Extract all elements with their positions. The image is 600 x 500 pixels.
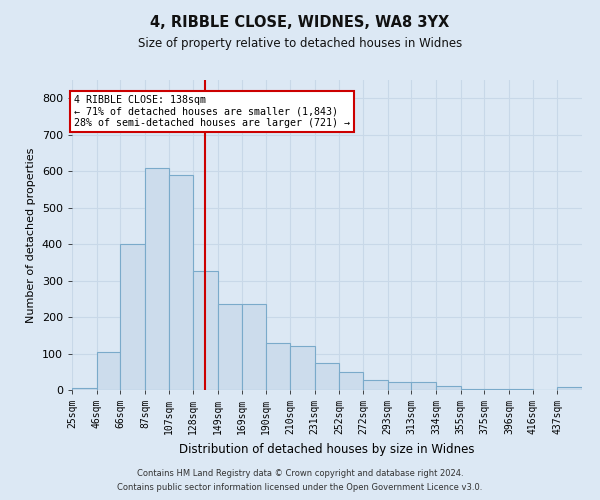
Bar xyxy=(242,304,266,390)
Text: Size of property relative to detached houses in Widnes: Size of property relative to detached ho… xyxy=(138,38,462,51)
Bar xyxy=(266,342,290,390)
Bar xyxy=(363,380,388,390)
Bar xyxy=(169,175,193,390)
Bar xyxy=(218,304,242,390)
Bar xyxy=(97,352,120,390)
Bar xyxy=(509,389,533,390)
Text: 4, RIBBLE CLOSE, WIDNES, WA8 3YX: 4, RIBBLE CLOSE, WIDNES, WA8 3YX xyxy=(151,15,449,30)
Bar xyxy=(461,389,484,390)
Y-axis label: Number of detached properties: Number of detached properties xyxy=(26,148,36,322)
Bar xyxy=(145,168,169,390)
X-axis label: Distribution of detached houses by size in Widnes: Distribution of detached houses by size … xyxy=(179,442,475,456)
Bar xyxy=(340,372,363,390)
Bar xyxy=(388,382,411,390)
Bar xyxy=(290,346,314,390)
Bar xyxy=(314,362,340,390)
Text: 4 RIBBLE CLOSE: 138sqm
← 71% of detached houses are smaller (1,843)
28% of semi-: 4 RIBBLE CLOSE: 138sqm ← 71% of detached… xyxy=(74,94,350,128)
Bar xyxy=(120,244,145,390)
Bar xyxy=(72,388,97,390)
Bar xyxy=(436,386,461,390)
Text: Contains HM Land Registry data © Crown copyright and database right 2024.: Contains HM Land Registry data © Crown c… xyxy=(137,468,463,477)
Bar xyxy=(557,387,582,390)
Bar xyxy=(484,389,509,390)
Bar xyxy=(193,272,218,390)
Text: Contains public sector information licensed under the Open Government Licence v3: Contains public sector information licen… xyxy=(118,484,482,492)
Bar xyxy=(411,382,436,390)
